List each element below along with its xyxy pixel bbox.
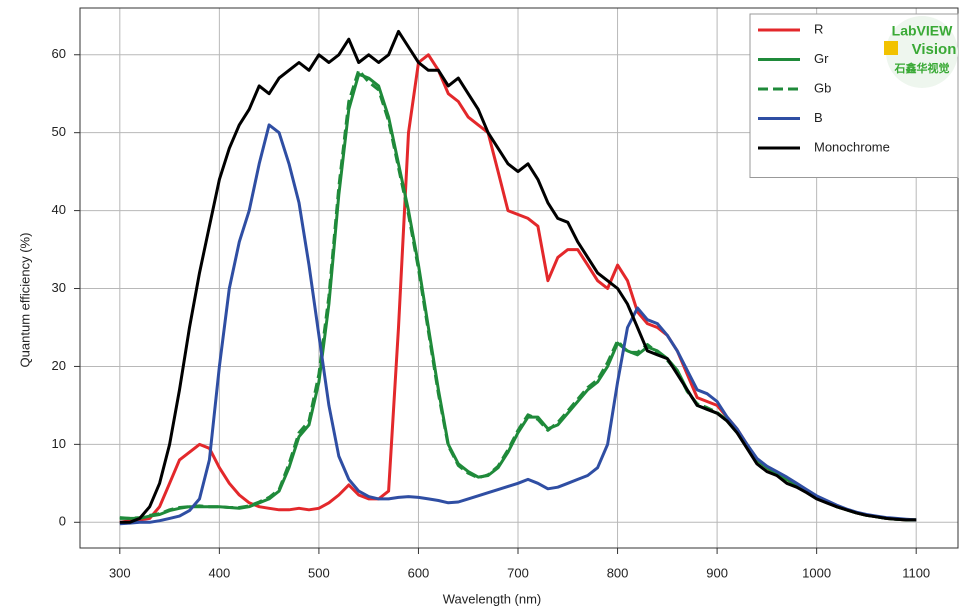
logo-text: LabVIEW <box>892 23 953 39</box>
legend-label: R <box>814 21 823 36</box>
legend-label: Gr <box>814 51 829 66</box>
x-tick-label: 500 <box>308 565 330 580</box>
y-tick-label: 60 <box>52 46 66 61</box>
y-tick-label: 30 <box>52 280 66 295</box>
x-tick-label: 700 <box>507 565 529 580</box>
x-tick-label: 300 <box>109 565 131 580</box>
y-tick-label: 50 <box>52 124 66 139</box>
y-axis-label: Quantum efficiency (%) <box>17 233 32 368</box>
y-tick-label: 40 <box>52 202 66 217</box>
x-axis-label: Wavelength (nm) <box>443 591 542 606</box>
logo-text: Vision <box>912 41 957 58</box>
x-tick-label: 1000 <box>802 565 831 580</box>
logo-icon <box>884 41 898 55</box>
logo-bg <box>886 16 958 88</box>
x-tick-label: 600 <box>408 565 430 580</box>
x-tick-label: 800 <box>607 565 629 580</box>
plot-frame <box>79 7 959 549</box>
x-tick-label: 1100 <box>902 565 930 580</box>
y-tick-label: 10 <box>52 436 66 451</box>
x-tick-label: 900 <box>706 565 728 580</box>
y-tick-label: 20 <box>52 358 66 373</box>
y-tick-label: 0 <box>59 514 66 529</box>
legend-label: Monochrome <box>814 139 890 154</box>
series-line <box>119 68 917 522</box>
logo-text: 石鑫华视觉 <box>894 61 950 75</box>
series-line <box>119 29 917 524</box>
x-tick-label: 400 <box>209 565 231 580</box>
legend-label: B <box>814 110 823 125</box>
legend-label: Gb <box>814 80 831 95</box>
series-line <box>119 123 917 526</box>
